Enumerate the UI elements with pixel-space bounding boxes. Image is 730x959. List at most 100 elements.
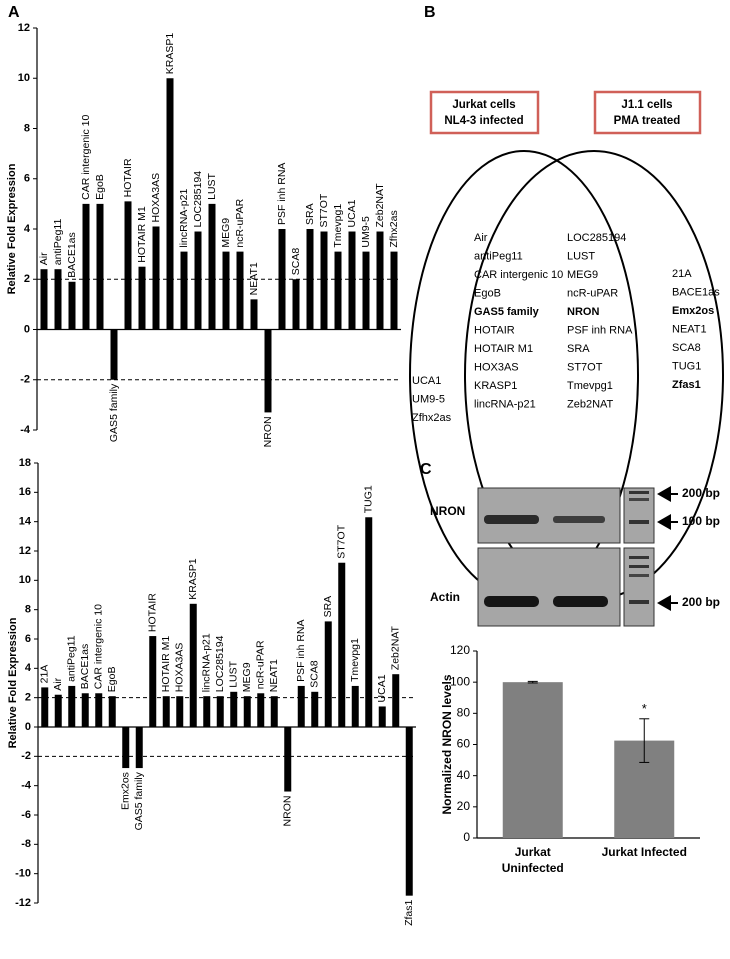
bar — [376, 231, 384, 330]
x-tick-label: EgoB — [94, 174, 106, 200]
gel-band — [553, 516, 605, 523]
y-axis-label: Normalized NRON levels — [440, 674, 454, 814]
bar — [270, 696, 278, 727]
bar — [236, 251, 244, 330]
venn-item: LOC285194 — [567, 232, 626, 244]
venn-item: Air — [474, 232, 488, 244]
marker-label: 100 bp — [682, 514, 720, 528]
bar — [162, 696, 170, 727]
x-tick-label: HOXA3AS — [150, 173, 162, 223]
bar — [54, 694, 62, 727]
bar — [264, 329, 272, 413]
x-tick-label: NRON — [282, 796, 294, 827]
x-tick-label: HOTAIR — [147, 593, 159, 632]
ladder-band — [629, 498, 649, 501]
x-tick-label: Jurkat Uninfected — [501, 845, 564, 875]
venn-item: SRA — [567, 343, 590, 355]
error-bar — [639, 718, 650, 763]
bar — [390, 251, 398, 330]
bar — [230, 691, 238, 727]
ladder-band — [629, 520, 649, 524]
venn-item: Tmevpg1 — [567, 380, 613, 392]
panel-label: C — [420, 461, 432, 478]
bar — [138, 266, 146, 330]
venn-item: HOTAIR — [474, 324, 515, 336]
x-tick-label: SRA — [322, 596, 334, 618]
venn-title: NL4-3 infected — [444, 115, 523, 127]
x-tick-label: PSF inh RNA — [295, 619, 307, 681]
y-tick-label: -4 — [20, 424, 31, 436]
x-tick-label: BACE1as — [79, 644, 91, 690]
gel-ladder — [623, 487, 655, 544]
y-tick-label: 12 — [18, 22, 30, 34]
x-tick-label: GAS5 family — [108, 383, 120, 442]
y-tick-label: -2 — [21, 750, 31, 762]
bar — [149, 636, 157, 727]
ladder-band — [629, 565, 649, 568]
x-tick-label: antiPeg11 — [66, 635, 78, 682]
x-tick-label: Air — [38, 252, 50, 265]
x-tick-label: LOC285194 — [192, 171, 204, 228]
y-tick-label: 20 — [457, 799, 471, 813]
venn-item: SCA8 — [672, 342, 701, 354]
venn-item: Emx2os — [672, 305, 714, 317]
venn-item: ST7OT — [567, 361, 603, 373]
ladder-band — [629, 556, 649, 559]
venn-item: EgoB — [474, 287, 501, 299]
x-tick-label: CAR intergenic 10 — [80, 115, 92, 200]
x-tick-label: NEAT1 — [268, 659, 280, 692]
bar — [108, 696, 116, 727]
bar — [68, 685, 76, 727]
venn-item: Zeb2NAT — [567, 398, 614, 410]
bar — [257, 693, 265, 727]
bar — [96, 203, 104, 330]
bar — [41, 687, 49, 727]
bar — [176, 696, 184, 727]
x-tick-label: Zfas1 — [403, 900, 415, 926]
x-tick-label: SCA8 — [290, 248, 302, 276]
bar — [392, 674, 400, 727]
bar — [54, 269, 62, 330]
bar — [378, 706, 386, 727]
x-tick-label: PSF inh RNA — [276, 163, 288, 225]
x-tick-label: GAS5 family — [133, 771, 145, 830]
bar — [334, 251, 342, 330]
bar — [135, 727, 143, 769]
annotation: * — [642, 701, 647, 716]
venn-item: BACE1as — [672, 286, 720, 298]
venn-item: ncR-uPAR — [567, 287, 618, 299]
x-tick-label: NEAT1 — [248, 262, 260, 295]
bar — [40, 269, 48, 330]
y-tick-label: 16 — [19, 486, 31, 498]
y-axis-label: Relative Fold Expression — [6, 163, 18, 294]
bar — [166, 78, 174, 330]
gel-ladder — [623, 547, 655, 627]
x-tick-label: lincRNA-p21 — [201, 633, 213, 692]
x-tick-label: UCA1 — [376, 674, 388, 702]
bar — [320, 231, 328, 330]
x-tick-label: NRON — [262, 416, 274, 447]
gel-band — [484, 596, 539, 607]
x-tick-label: Tmevpg1 — [332, 204, 344, 248]
x-tick-label: HOTAIR M1 — [136, 206, 148, 263]
y-tick-label: -2 — [20, 374, 30, 386]
y-tick-label: 0 — [24, 323, 30, 335]
x-tick-label: HOTAIR — [122, 158, 134, 197]
venn-item: Zfhx2as — [412, 412, 452, 424]
y-tick-label: 14 — [19, 516, 32, 528]
error-bar — [527, 680, 538, 684]
bar — [351, 685, 359, 727]
y-tick-label: 40 — [457, 768, 471, 782]
y-tick-label: -8 — [21, 838, 31, 850]
x-tick-label: ST7OT — [318, 193, 330, 227]
venn-title: PMA treated — [614, 115, 681, 127]
y-tick-label: 4 — [25, 662, 32, 674]
gel-band — [553, 596, 608, 607]
bar — [152, 226, 160, 330]
bar — [250, 299, 258, 330]
bar — [365, 517, 373, 727]
venn-title-box — [593, 90, 702, 135]
gel-band — [484, 515, 539, 524]
bar — [208, 203, 216, 330]
